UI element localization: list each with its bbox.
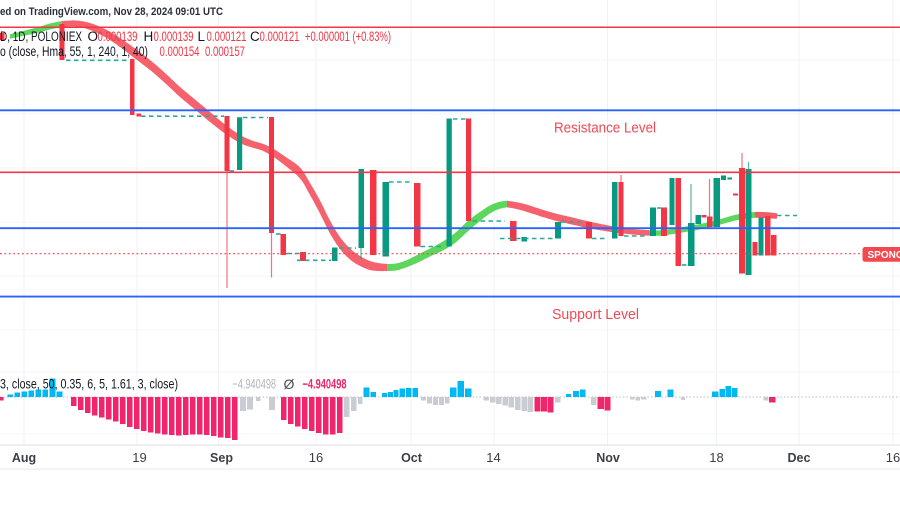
svg-text:Dec: Dec [788, 451, 811, 465]
svg-text:Ø: Ø [284, 376, 295, 392]
svg-text:L: L [198, 29, 206, 44]
svg-text:16: 16 [886, 450, 900, 465]
svg-text:Support Level: Support Level [552, 306, 639, 323]
svg-text:19: 19 [132, 450, 146, 465]
svg-text:o (close, Hma, 55, 1, 240, 1,: o (close, Hma, 55, 1, 240, 1, 40) [0, 44, 148, 59]
svg-text:H: H [144, 29, 154, 44]
svg-text:14: 14 [486, 450, 500, 465]
svg-text:0.000121: 0.000121 [260, 29, 300, 44]
svg-text:C: C [250, 29, 260, 44]
svg-text:−4.940498: −4.940498 [233, 377, 277, 392]
svg-text:Nov: Nov [596, 451, 620, 465]
svg-text:Sep: Sep [210, 451, 233, 465]
svg-text:3, close, 50, 0.35, 6, 5, 1.61: 3, close, 50, 0.35, 6, 5, 1.61, 3, close… [0, 377, 178, 392]
svg-text:D, 1D, POLONIEX: D, 1D, POLONIEX [0, 29, 82, 44]
svg-text:O: O [88, 29, 99, 44]
svg-text:−4.940498: −4.940498 [303, 377, 347, 392]
svg-text:0.000154: 0.000154 [160, 44, 200, 59]
svg-text:18: 18 [709, 450, 723, 465]
svg-text:0.000139: 0.000139 [154, 29, 194, 44]
svg-text:Aug: Aug [12, 451, 36, 465]
svg-text:SPONG: SPONG [868, 250, 900, 261]
svg-text:16: 16 [309, 450, 323, 465]
svg-text:0.000157: 0.000157 [205, 44, 245, 59]
svg-text:ed on TradingView.com, Nov 28,: ed on TradingView.com, Nov 28, 2024 09:0… [0, 6, 223, 18]
svg-text:0.000121: 0.000121 [207, 29, 247, 44]
svg-text:0.000139: 0.000139 [98, 29, 138, 44]
svg-text:+0.000001 (+0.83%): +0.000001 (+0.83%) [305, 29, 391, 44]
svg-text:Resistance Level: Resistance Level [554, 120, 656, 137]
svg-text:Oct: Oct [401, 451, 423, 465]
